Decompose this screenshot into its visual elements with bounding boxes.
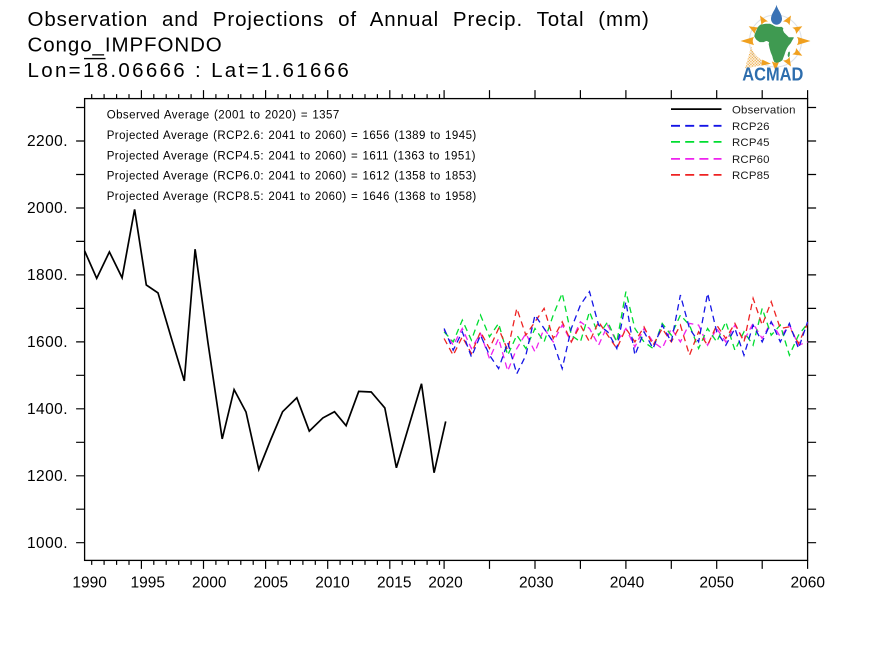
svg-text:2010: 2010 bbox=[315, 575, 350, 592]
svg-text:2030: 2030 bbox=[519, 575, 554, 592]
svg-text:RCP45: RCP45 bbox=[732, 137, 770, 149]
svg-text:Projected Average (RCP2.6: 204: Projected Average (RCP2.6: 2041 to 2060)… bbox=[107, 130, 477, 142]
svg-text:2060: 2060 bbox=[791, 575, 826, 592]
svg-text:1995: 1995 bbox=[131, 575, 165, 592]
svg-text:RCP60: RCP60 bbox=[732, 154, 770, 166]
svg-text:Lon=18.06666 : Lat=1.61666: Lon=18.06666 : Lat=1.61666 bbox=[28, 59, 352, 82]
svg-text:Observation: Observation bbox=[732, 104, 796, 116]
svg-text:1000.: 1000. bbox=[27, 535, 68, 552]
svg-text:Observed Average (2001 to 2020: Observed Average (2001 to 2020) = 1357 bbox=[107, 110, 340, 122]
svg-text:2000.: 2000. bbox=[27, 200, 68, 217]
svg-text:1400.: 1400. bbox=[27, 401, 68, 418]
svg-text:1200.: 1200. bbox=[27, 468, 68, 485]
svg-text:2050: 2050 bbox=[699, 575, 734, 592]
svg-text:2040: 2040 bbox=[610, 575, 645, 592]
svg-text:Projected Average (RCP4.5: 204: Projected Average (RCP4.5: 2041 to 2060)… bbox=[107, 150, 476, 162]
svg-text:2015: 2015 bbox=[377, 575, 411, 592]
svg-text:1800.: 1800. bbox=[27, 267, 68, 284]
svg-text:2020: 2020 bbox=[428, 575, 463, 592]
svg-text:RCP85: RCP85 bbox=[732, 170, 770, 182]
svg-text:Projected Average (RCP8.5: 204: Projected Average (RCP8.5: 2041 to 2060)… bbox=[107, 191, 477, 203]
svg-text:Projected Average (RCP6.0: 204: Projected Average (RCP6.0: 2041 to 2060)… bbox=[107, 171, 477, 183]
svg-text:2200.: 2200. bbox=[27, 133, 68, 150]
svg-text:2005: 2005 bbox=[254, 575, 288, 592]
svg-text:ACMAD: ACMAD bbox=[742, 65, 803, 85]
svg-text:1600.: 1600. bbox=[27, 334, 68, 351]
svg-text:Congo_IMPFONDO: Congo_IMPFONDO bbox=[28, 34, 223, 57]
svg-text:Observation and Projections of: Observation and Projections of Annual Pr… bbox=[28, 8, 650, 31]
svg-text:1990: 1990 bbox=[72, 575, 107, 592]
svg-text:RCP26: RCP26 bbox=[732, 121, 770, 133]
svg-text:2000: 2000 bbox=[192, 575, 227, 592]
